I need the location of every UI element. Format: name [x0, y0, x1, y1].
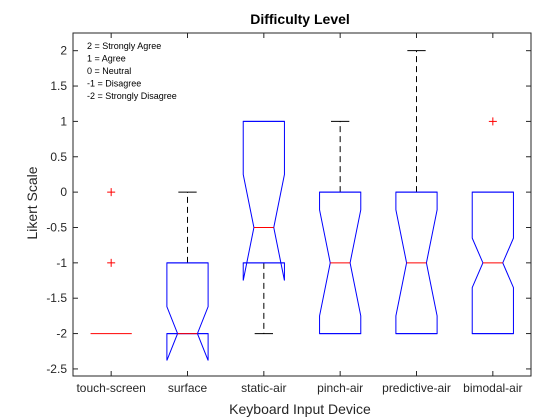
x-tick-label: bimodal-air	[463, 381, 522, 395]
outlier-marker	[107, 258, 116, 267]
y-tick-label: 1	[60, 114, 67, 128]
y-tick-label: -2.5	[46, 362, 67, 376]
legend-line: 0 = Neutral	[87, 66, 131, 76]
y-tick-label: -2	[56, 327, 67, 341]
x-tick-label: surface	[168, 381, 208, 395]
y-tick-label: -1.5	[46, 291, 67, 305]
x-tick-label: static-air	[241, 381, 286, 395]
outlier-marker	[107, 188, 116, 197]
legend-line: 1 = Agree	[87, 54, 126, 64]
y-tick-label: 2	[60, 44, 67, 58]
plot-marks	[90, 50, 514, 361]
legend-line: -2 = Strongly Disagree	[87, 91, 177, 101]
y-tick-label: -0.5	[46, 220, 67, 234]
box-bimodal-air	[471, 117, 514, 335]
box-predictive-air	[395, 50, 438, 335]
box-touch-screen	[90, 188, 132, 335]
y-axis-title: Likert Scale	[24, 166, 40, 239]
x-tick-label: predictive-air	[382, 381, 451, 395]
x-tick-label: touch-screen	[76, 381, 145, 395]
x-tick-label: pinch-air	[317, 381, 363, 395]
axes-frame	[72, 32, 532, 377]
box-pinch-air	[319, 120, 362, 335]
x-axis-title: Keyboard Input Device	[229, 401, 371, 417]
box-surface	[166, 191, 209, 361]
axes: 2 1.5 1 0.5 0 -0.5 -1 -1.5 -2 -2.5 touch-screen sur…	[46, 32, 532, 395]
box-static-air	[242, 120, 285, 335]
outlier-marker	[488, 117, 497, 126]
chart-title: Difficulty Level	[250, 11, 350, 27]
scale-legend: 2 = Strongly Agree 1 = Agree 0 = Neutral -1…	[87, 41, 177, 101]
legend-line: -1 = Disagree	[87, 79, 141, 89]
y-tick-label: -1	[56, 256, 67, 270]
y-tick-label: 1.5	[50, 79, 67, 93]
y-tick-label: 0	[60, 185, 67, 199]
legend-line: 2 = Strongly Agree	[87, 41, 161, 51]
y-tick-label: 0.5	[50, 150, 67, 164]
